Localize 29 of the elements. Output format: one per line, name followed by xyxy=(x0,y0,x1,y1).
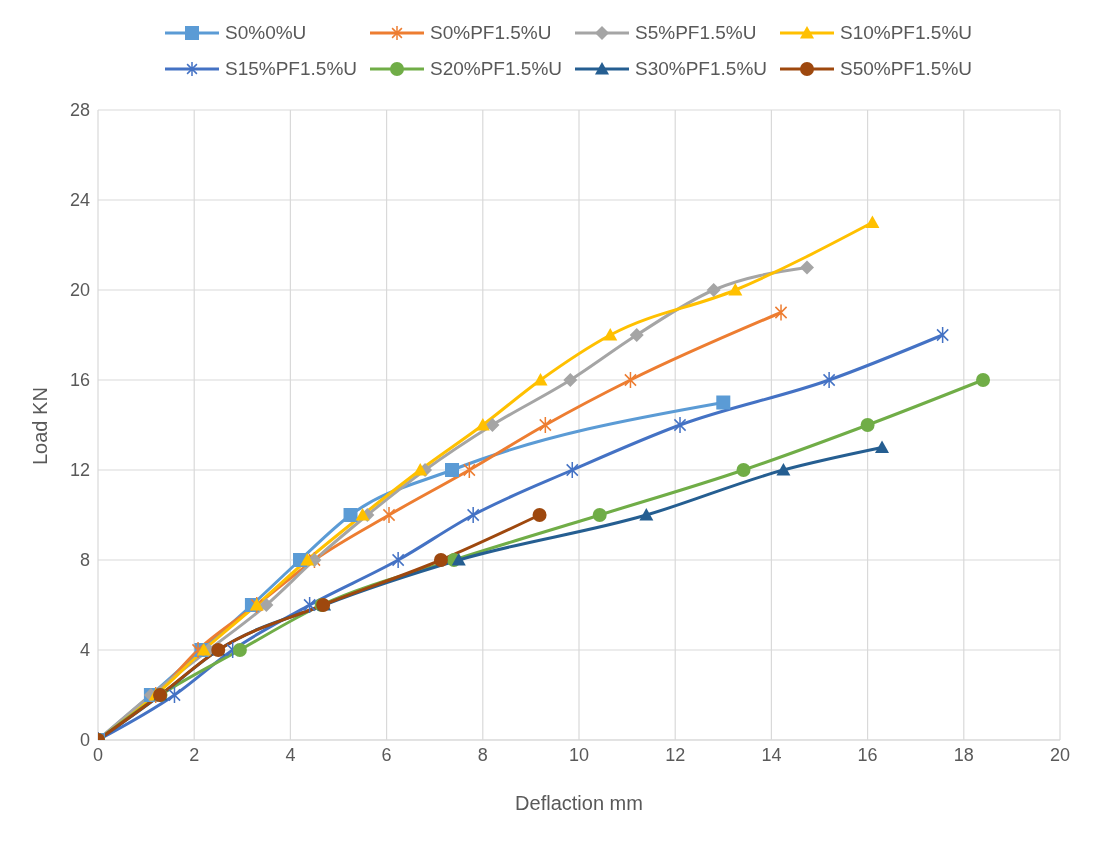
x-tick-label: 2 xyxy=(189,744,200,765)
y-tick-label: 12 xyxy=(69,460,90,481)
x-tick-label: 14 xyxy=(761,744,782,765)
legend-label: S5%PF1.5%U xyxy=(635,22,757,44)
x-tick-label: 6 xyxy=(381,744,392,765)
legend-label: S10%PF1.5%U xyxy=(840,22,973,44)
x-tick-label: 18 xyxy=(953,744,974,765)
x-tick-label: 12 xyxy=(665,744,686,765)
legend-label: S20%PF1.5%U xyxy=(430,58,563,80)
legend-label: S0%0%U xyxy=(225,22,307,44)
legend-label: S15%PF1.5%U xyxy=(225,58,358,80)
y-tick-label: 24 xyxy=(69,190,90,211)
x-tick-label: 8 xyxy=(477,744,488,765)
y-tick-label: 0 xyxy=(79,730,90,751)
y-tick-label: 16 xyxy=(69,370,90,391)
y-tick-label: 28 xyxy=(69,100,90,121)
y-tick-label: 20 xyxy=(69,280,90,301)
x-tick-label: 4 xyxy=(285,744,296,765)
y-axis-title: Load KN xyxy=(29,387,52,465)
y-tick-label: 4 xyxy=(79,640,90,661)
legend-label: S0%PF1.5%U xyxy=(430,22,552,44)
x-tick-label: 10 xyxy=(568,744,590,765)
x-axis-title: Deflaction mm xyxy=(515,792,643,814)
legend-label: S50%PF1.5%U xyxy=(840,58,973,80)
x-tick-label: 20 xyxy=(1049,744,1071,765)
y-tick-label: 8 xyxy=(79,550,90,571)
x-tick-label: 0 xyxy=(92,744,104,765)
x-tick-label: 16 xyxy=(857,744,878,765)
legend-label: S30%PF1.5%U xyxy=(635,58,768,80)
